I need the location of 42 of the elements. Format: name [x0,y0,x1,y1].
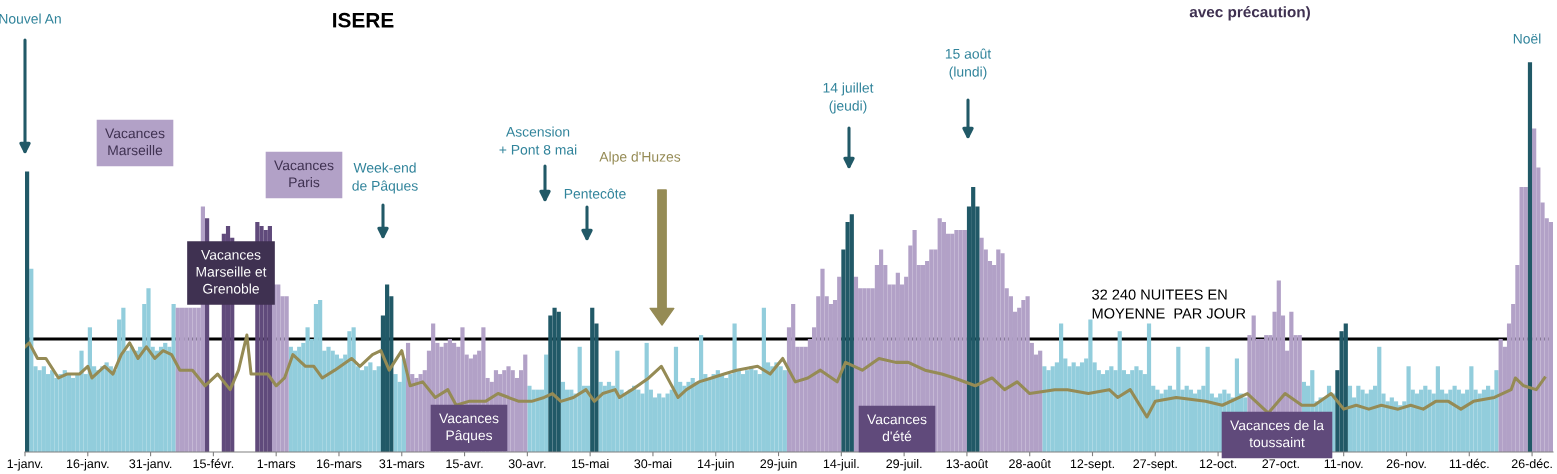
annotation: Pentecôte [564,188,626,199]
x-tick-label: 31-mars [379,459,425,469]
annotation: Vacances Pâques [439,413,499,443]
x-tick-label: 12-oct. [1199,459,1237,469]
x-tick-label: 29-juin [760,458,797,471]
x-tick-label: 31-janv. [129,458,172,471]
x-tick-label: 30-avr. [508,459,546,469]
x-tick-label: 27-oct. [1262,459,1299,469]
x-tick-label: 1-janv. [7,458,43,471]
x-tick-label: 16-janv. [66,458,109,471]
annotation: 14 juillet (jeudi) [823,82,874,114]
annotation: Vacances Marseille et Grenoble [196,250,267,294]
x-tick-label: 11-déc. [1449,458,1489,469]
x-tick-label: 26-déc. [1511,458,1552,469]
annotation: Alpe d'Huzes [599,151,681,165]
ref-line-label: 32 240 NUITEES EN MOYENNE PAR JOUR [1092,289,1246,319]
annotation: Week-end de Pâques [352,162,418,194]
x-tick-label: 11-nov. [1324,459,1363,469]
chart-title: ISERE [333,12,394,28]
x-tick-label: 15-avr. [446,459,483,469]
x-tick-label: 27-sept. [1133,459,1177,471]
annotation: 15 août (lundi) [945,48,992,80]
annotation: Vacances Paris [274,160,334,188]
text: avec précaution) [1189,6,1310,21]
x-tick-label: 30-mai [634,458,672,469]
x-tick-label: 13-août [946,458,989,469]
annotation: Vacances de la toussaint [1230,420,1324,448]
x-tick-label: 16-mars [317,459,362,469]
x-tick-label: 14-juin [697,458,734,471]
x-tick-label: 1-mars [257,459,296,469]
annotation: Ascension + Pont 8 mai [499,126,577,155]
x-tick-label: 12-sept. [1070,459,1114,471]
annotation: Vacances Marseille [105,128,165,156]
x-tick-label: 15-mai [572,458,609,469]
x-tick-label: 26-nov. [1386,459,1426,469]
text: Noël [1513,33,1541,44]
text: Nouvel An [0,13,61,24]
x-tick-label: 28-août [1009,458,1051,469]
x-tick-label: 29-juil. [886,458,922,471]
annotation: Vacances d'été [867,414,927,442]
x-tick-label: 15-févr. [193,458,234,469]
x-tick-label: 14-juil. [823,458,859,471]
